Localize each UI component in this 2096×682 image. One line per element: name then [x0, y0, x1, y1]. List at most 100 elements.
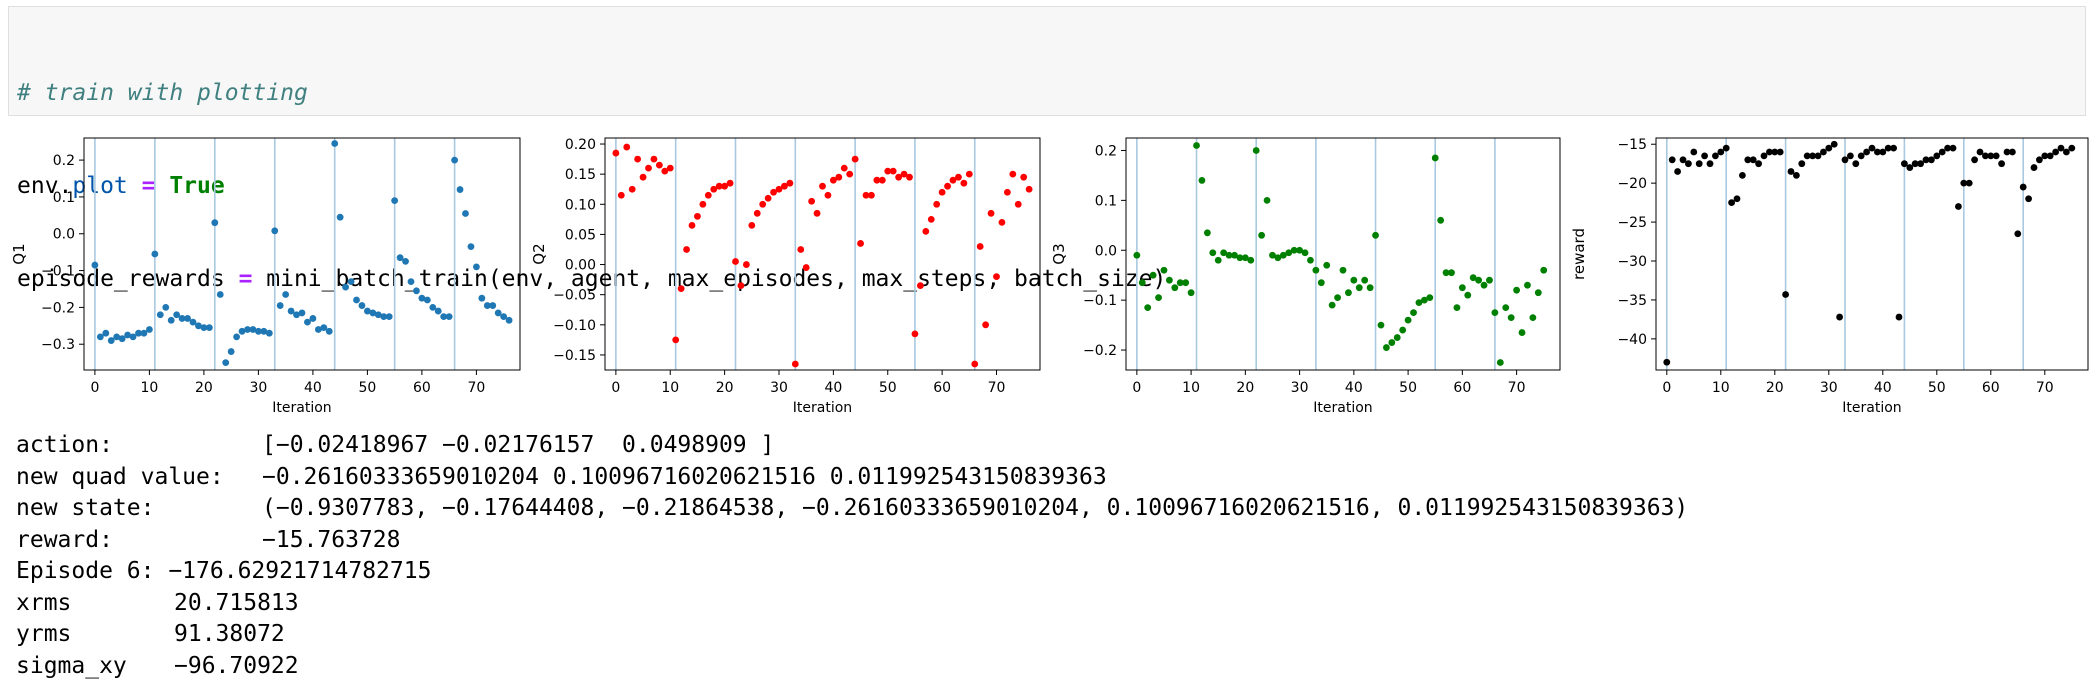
data-point — [168, 317, 175, 324]
y-tick-label: −30 — [1617, 254, 1647, 270]
data-point — [1253, 147, 1260, 154]
data-point — [765, 195, 772, 202]
data-point — [353, 297, 360, 304]
x-tick-label: 70 — [1508, 380, 1526, 396]
data-point — [1193, 142, 1200, 149]
data-point — [667, 165, 674, 172]
data-point — [92, 262, 99, 269]
y-tick-label: −0.10 — [553, 318, 596, 334]
y-tick-label: 0.2 — [53, 153, 75, 169]
data-point — [1009, 171, 1016, 178]
data-point — [391, 197, 398, 204]
data-point — [1663, 359, 1670, 366]
data-point — [1150, 272, 1157, 279]
data-point — [1356, 284, 1363, 291]
x-tick-label: 30 — [1291, 380, 1309, 396]
data-point — [1793, 172, 1800, 179]
x-tick-label: 30 — [770, 380, 788, 396]
data-point — [1890, 145, 1897, 152]
x-tick-label: 30 — [1820, 380, 1838, 396]
output-key: sigma_xy — [16, 651, 174, 682]
y-tick-label: 0.1 — [1095, 193, 1117, 209]
data-point — [825, 192, 832, 199]
data-point — [1378, 322, 1385, 329]
output-key: reward: — [16, 525, 262, 557]
data-point — [228, 348, 235, 355]
output-value: −0.26160333659010204 0.10096716020621516… — [262, 462, 1107, 494]
data-point — [1690, 149, 1697, 156]
data-point — [468, 243, 475, 250]
data-point — [1340, 267, 1347, 274]
data-point — [1004, 189, 1011, 196]
data-point — [1155, 294, 1162, 301]
data-point — [1199, 177, 1206, 184]
output-key: Episode 6: — [16, 556, 154, 588]
data-point — [705, 192, 712, 199]
data-point — [233, 333, 240, 340]
data-point — [819, 183, 826, 190]
output-key: action: — [16, 430, 262, 462]
x-axis-label: Iteration — [272, 400, 331, 416]
data-point — [1998, 160, 2005, 167]
data-point — [699, 201, 706, 208]
data-point — [1535, 289, 1542, 296]
data-point — [1334, 294, 1341, 301]
y-tick-label: −35 — [1617, 293, 1647, 309]
data-point — [2068, 145, 2075, 152]
x-tick-label: 70 — [2036, 380, 2054, 396]
data-point — [489, 302, 496, 309]
data-point — [645, 165, 652, 172]
data-point — [1264, 197, 1271, 204]
x-tick-label: 60 — [1982, 380, 2000, 396]
data-point — [206, 324, 213, 331]
code-cell[interactable]: # train with plotting env.plot = True ep… — [8, 6, 2086, 116]
data-point — [211, 219, 218, 226]
output-line: sigma_xy−96.70922 — [16, 651, 1688, 682]
output-value: −96.70922 — [174, 651, 299, 682]
data-point — [1394, 334, 1401, 341]
data-point — [1497, 359, 1504, 366]
data-point — [1388, 339, 1395, 346]
data-point — [808, 198, 815, 205]
y-tick-label: 0.0 — [1095, 243, 1117, 259]
data-point — [1312, 267, 1319, 274]
x-tick-label: 20 — [1236, 380, 1254, 396]
data-point — [326, 328, 333, 335]
data-point — [1836, 314, 1843, 321]
data-point — [1383, 344, 1390, 351]
data-point — [473, 263, 480, 270]
data-point — [1723, 145, 1730, 152]
data-point — [612, 150, 619, 157]
data-point — [993, 273, 1000, 280]
data-point — [1350, 277, 1357, 284]
x-tick-label: 0 — [1132, 380, 1141, 396]
data-point — [1782, 291, 1789, 298]
data-point — [1367, 284, 1374, 291]
text-output: action:[−0.02418967 −0.02176157 0.049890… — [16, 430, 1688, 682]
output-line: reward:−15.763728 — [16, 525, 1688, 557]
data-point — [1755, 160, 1762, 167]
data-point — [1426, 294, 1433, 301]
data-point — [151, 251, 158, 258]
y-tick-label: −25 — [1617, 215, 1647, 231]
data-point — [1798, 160, 1805, 167]
data-point — [634, 156, 641, 163]
data-point — [982, 321, 989, 328]
data-point — [1247, 257, 1254, 264]
data-point — [618, 192, 625, 199]
data-point — [1166, 277, 1173, 284]
data-point — [1492, 309, 1499, 316]
y-tick-label: −15 — [1617, 137, 1647, 153]
x-tick-label: 20 — [716, 380, 734, 396]
code-comment: # train with plotting — [17, 80, 308, 106]
data-point — [1182, 279, 1189, 286]
y-tick-label: 0.0 — [53, 227, 75, 243]
x-axis-label: Iteration — [793, 400, 852, 416]
output-key: yrms — [16, 619, 174, 651]
data-point — [933, 201, 940, 208]
data-point — [1513, 287, 1520, 294]
